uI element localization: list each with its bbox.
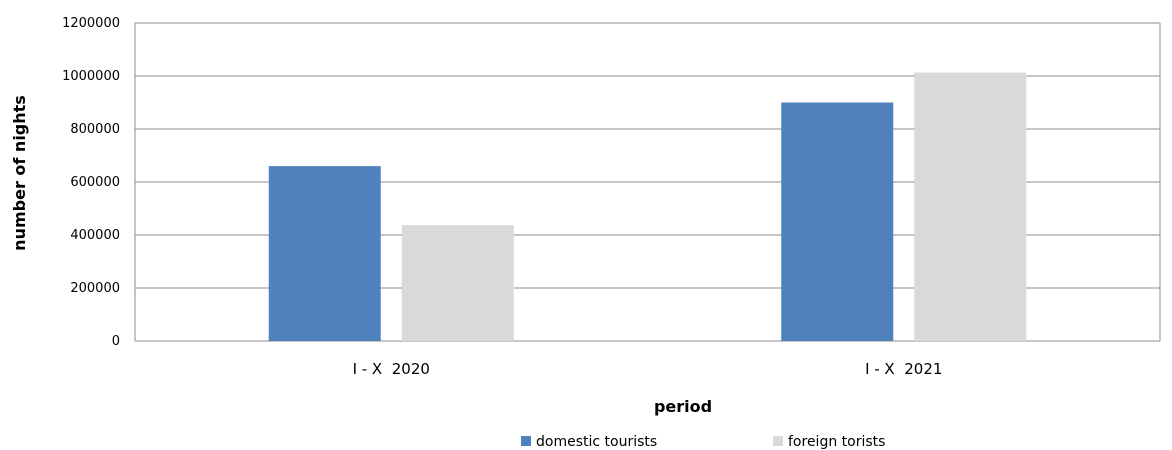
bar-foreign-torists-1 xyxy=(914,72,1027,342)
x-category-label: I - X 2021 xyxy=(865,360,942,378)
y-tick-label: 200000 xyxy=(70,281,120,296)
y-tick-label: 800000 xyxy=(70,122,120,137)
y-tick-label: 1000000 xyxy=(62,69,120,84)
y-tick-label: 600000 xyxy=(70,175,120,190)
legend-swatch xyxy=(521,436,531,446)
legend-swatch xyxy=(773,436,783,446)
x-category-labels: I - X 2020 I - X 2021 xyxy=(353,360,943,378)
legend-label: foreign torists xyxy=(788,434,885,450)
legend: domestic tourists foreign torists xyxy=(521,434,885,450)
bar-domestic-tourists-1 xyxy=(781,102,894,341)
x-axis-title: period xyxy=(654,397,712,416)
y-axis-title: number of nights xyxy=(10,95,29,251)
y-tick-label: 0 xyxy=(112,334,120,349)
y-tick-label: 400000 xyxy=(70,228,120,243)
y-tick-labels: 0 200000 400000 600000 800000 1000000 1200000 xyxy=(62,16,120,349)
bars xyxy=(268,72,1027,342)
x-category-label: I - X 2020 xyxy=(353,360,430,378)
y-tick-label: 1200000 xyxy=(62,16,120,31)
bar-domestic-tourists-0 xyxy=(268,166,381,341)
legend-label: domestic tourists xyxy=(536,434,657,450)
bar-foreign-torists-0 xyxy=(401,225,514,341)
